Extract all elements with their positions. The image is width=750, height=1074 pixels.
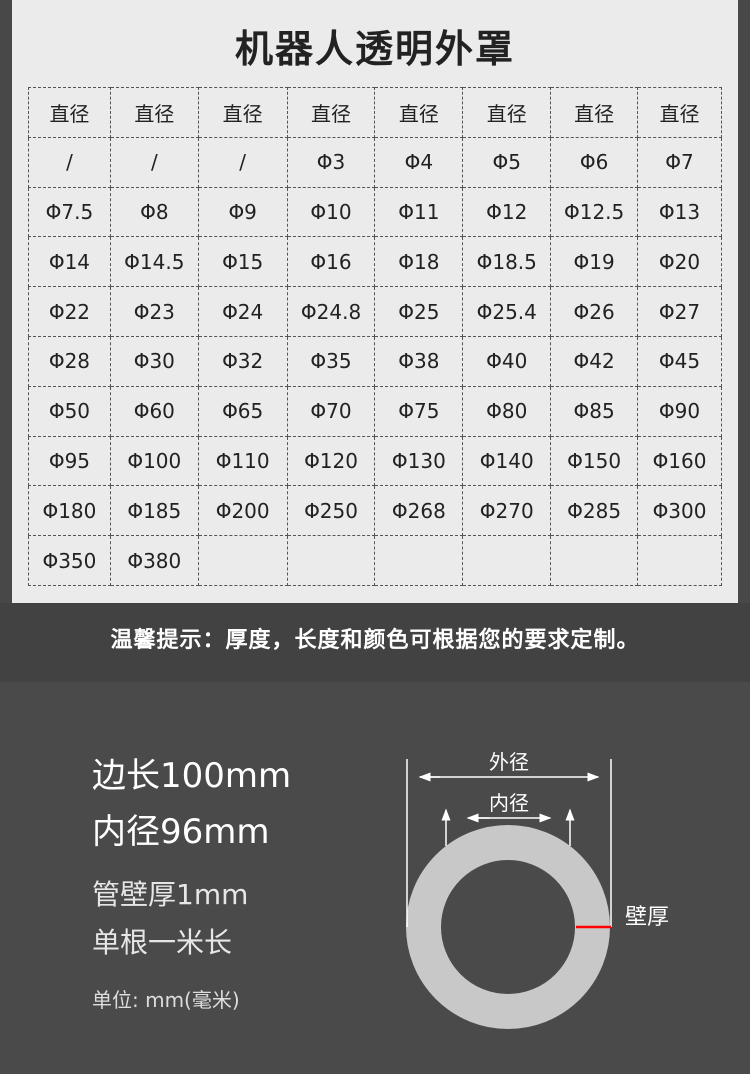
size-cell: Φ90: [637, 385, 722, 437]
size-cell: Φ268: [374, 485, 464, 537]
size-cell: Φ380: [109, 535, 199, 586]
column-header: 直径: [109, 87, 199, 138]
size-cell: Φ32: [197, 335, 288, 387]
size-cell: Φ23: [109, 286, 199, 337]
size-cell: Φ250: [286, 485, 376, 537]
size-cell: Φ7.5: [28, 186, 111, 238]
size-cell: Φ35: [286, 335, 376, 387]
size-cell: Φ30: [109, 335, 199, 387]
column-header: 直径: [374, 87, 464, 138]
size-cell: Φ95: [28, 435, 111, 487]
tip-band: [0, 603, 750, 682]
outer-label: 外径: [489, 750, 529, 774]
size-cell: Φ60: [109, 385, 199, 437]
table-row: Φ28 Φ30 Φ32 Φ35 Φ38 Φ40 Φ42 Φ45: [28, 335, 722, 387]
size-cell: Φ11: [374, 186, 464, 238]
size-cell: Φ26: [550, 286, 639, 337]
size-cell: Φ27: [637, 286, 722, 337]
size-cell: Φ75: [374, 385, 464, 437]
size-cell: Φ10: [286, 186, 376, 238]
size-cell: [374, 535, 464, 586]
size-cell: Φ130: [374, 435, 464, 487]
size-cell: Φ180: [28, 485, 111, 537]
table-row: Φ50 Φ60 Φ65 Φ70 Φ75 Φ80 Φ85 Φ90: [28, 385, 722, 437]
spec-wall: 管壁厚1mm: [92, 878, 249, 911]
spec-inner: 内径96mm: [92, 812, 270, 852]
size-cell: Φ4: [374, 136, 464, 188]
page-title: 机器人透明外罩: [234, 27, 515, 71]
size-cell: Φ25: [374, 286, 464, 337]
size-cell: Φ65: [197, 385, 288, 437]
size-cell: [462, 535, 552, 586]
size-cell: Φ185: [109, 485, 199, 537]
size-cell: Φ80: [462, 385, 552, 437]
size-cell: /: [28, 136, 111, 188]
size-cell: Φ100: [109, 435, 199, 487]
size-cell: Φ14: [28, 236, 111, 288]
size-table: 直径 直径 直径 直径 直径 直径 直径 直径 / / / Φ3 Φ4 Φ5 Φ6 Φ7 Φ7.5 Φ8 Φ9 Φ10…: [28, 87, 722, 586]
size-cell: Φ3: [286, 136, 376, 188]
size-cell: Φ25.4: [462, 286, 552, 337]
size-cell: Φ110: [197, 435, 288, 487]
size-cell: Φ45: [637, 335, 722, 387]
column-header: 直径: [462, 87, 552, 138]
size-cell: Φ18: [374, 236, 464, 288]
size-cell: Φ16: [286, 236, 376, 288]
size-cell: Φ19: [550, 236, 639, 288]
table-row: Φ7.5 Φ8 Φ9 Φ10 Φ11 Φ12 Φ12.5 Φ13: [28, 186, 722, 238]
size-cell: Φ20: [637, 236, 722, 288]
table-row: Φ350 Φ380: [28, 535, 722, 586]
size-cell: Φ14.5: [109, 236, 199, 288]
size-cell: Φ6: [550, 136, 639, 188]
inner-label: 内径: [489, 791, 529, 815]
column-header: 直径: [28, 87, 111, 138]
size-cell: Φ5: [462, 136, 552, 188]
tip-text: 温馨提示：厚度，长度和颜色可根据您的要求定制。: [110, 628, 640, 653]
table-row: Φ14 Φ14.5 Φ15 Φ16 Φ18 Φ18.5 Φ19 Φ20: [28, 236, 722, 288]
wall-label: 壁厚: [625, 905, 669, 930]
size-cell: Φ13: [637, 186, 722, 238]
size-cell: Φ12.5: [550, 186, 639, 238]
size-cell: Φ50: [28, 385, 111, 437]
size-cell: Φ24.8: [286, 286, 376, 337]
size-cell: Φ9: [197, 186, 288, 238]
tube-ring: [406, 825, 610, 1029]
table-row: / / / Φ3 Φ4 Φ5 Φ6 Φ7: [28, 136, 722, 188]
size-cell: Φ300: [637, 485, 722, 537]
size-cell: Φ140: [462, 435, 552, 487]
spec-side: 边长100mm: [92, 756, 292, 796]
size-cell: Φ160: [637, 435, 722, 487]
size-cell: [637, 535, 722, 586]
table-row: Φ95 Φ100 Φ110 Φ120 Φ130 Φ140 Φ150 Φ160: [28, 435, 722, 487]
spec-length: 单根一米长: [92, 926, 233, 959]
size-cell: Φ38: [374, 335, 464, 387]
size-cell: [286, 535, 376, 586]
column-header: 直径: [197, 87, 288, 138]
table-row: 直径 直径 直径 直径 直径 直径 直径 直径: [28, 87, 722, 138]
size-cell: Φ18.5: [462, 236, 552, 288]
size-cell: Φ15: [197, 236, 288, 288]
size-cell: [197, 535, 288, 586]
spec-section: [0, 682, 750, 1074]
size-cell: Φ120: [286, 435, 376, 487]
size-cell: Φ40: [462, 335, 552, 387]
size-cell: Φ70: [286, 385, 376, 437]
size-cell: Φ350: [28, 535, 111, 586]
table-row: Φ22 Φ23 Φ24 Φ24.8 Φ25 Φ25.4 Φ26 Φ27: [28, 286, 722, 337]
spec-unit: 单位: mm(毫米): [92, 988, 240, 1012]
size-cell: Φ28: [28, 335, 111, 387]
size-cell: Φ22: [28, 286, 111, 337]
column-header: 直径: [637, 87, 722, 138]
size-cell: Φ12: [462, 186, 552, 238]
